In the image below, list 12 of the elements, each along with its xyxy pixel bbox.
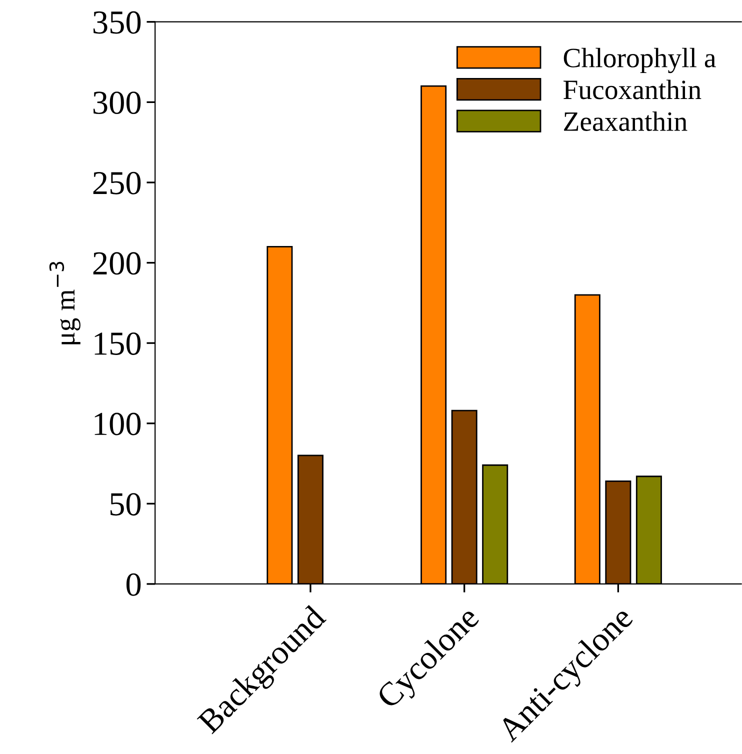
y-tick-label: 350: [93, 11, 141, 34]
legend-label: Fucoxanthin: [564, 80, 702, 100]
y-tick-label: 100: [94, 412, 141, 436]
y-tick-label: 300: [93, 92, 141, 114]
y-tick-label: 250: [93, 172, 141, 194]
y-tick-label: 150: [94, 332, 141, 355]
legend-label: Chlorophyll a: [564, 48, 716, 74]
y-tick-label: 200: [93, 252, 141, 275]
legend-label: Zeaxanthin: [564, 111, 688, 131]
y-axis-title: μg m$^{−3}$: [49, 262, 80, 344]
y-tick-label: 0: [126, 573, 141, 596]
y-tick-label: 50: [110, 493, 141, 516]
